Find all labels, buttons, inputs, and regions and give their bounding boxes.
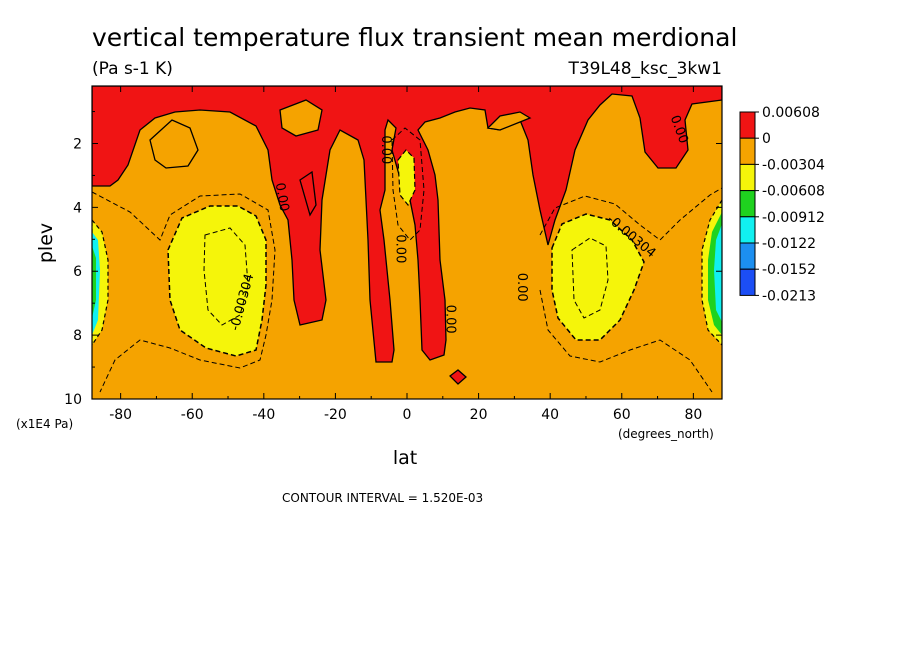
contour-label: 0.00 xyxy=(378,135,393,164)
contour-label: 0.00 xyxy=(442,305,457,334)
colorbar-label: 0.00608 xyxy=(762,105,820,121)
fill-yellow-equator-strip xyxy=(397,149,416,207)
run-label: T39L48_ksc_3kw1 xyxy=(567,59,722,79)
y-axis-title: plev xyxy=(35,223,57,263)
contour-interval-text: CONTOUR INTERVAL = 1.520E-03 xyxy=(282,491,483,505)
colorbar-label: -0.00304 xyxy=(762,157,825,173)
colorbar-label: -0.00608 xyxy=(762,184,825,200)
contour-line-south-inner xyxy=(203,227,249,326)
contour-label: 0.00 xyxy=(272,182,292,213)
contour-label: 0.00 xyxy=(392,234,407,263)
contour-line-north-inner xyxy=(571,237,609,319)
contour-line-north-lower xyxy=(539,289,713,393)
x-tick-label: 40 xyxy=(541,407,559,423)
dashed-contours xyxy=(92,127,722,393)
y-tick-label: 2 xyxy=(73,136,82,152)
x-tick-label: -80 xyxy=(109,407,132,423)
x-tick-label: -20 xyxy=(324,407,347,423)
contour-line-south-outer xyxy=(92,191,276,393)
contour-fill-area xyxy=(92,86,722,399)
fill-yellow-small-north xyxy=(618,254,640,272)
fill-red-diamond xyxy=(299,170,317,217)
fill-red-small-patch xyxy=(449,369,467,385)
fill-yellow-north-cell xyxy=(551,213,645,341)
colorbar-swatch xyxy=(739,216,756,244)
x-axis-ticks: -80 -60 -40 -20 0 20 40 60 80 xyxy=(109,86,702,423)
y-tick-label: 10 xyxy=(64,392,82,408)
x-tick-label: -40 xyxy=(252,407,275,423)
colorbar: 0.00608 0 -0.00304 -0.00608 -0.00912 -0.0122 -… xyxy=(739,105,825,304)
colorbar-label: -0.0213 xyxy=(762,288,816,304)
x-tick-label: 60 xyxy=(613,407,631,423)
x-axis-units: (degrees_north) xyxy=(618,427,714,441)
fill-red-upper-band xyxy=(92,86,722,363)
fill-orange-island-3 xyxy=(486,111,532,131)
colorbar-swatch xyxy=(739,190,756,218)
y-tick-label: 4 xyxy=(73,200,82,216)
chart-title: vertical temperature flux transient mean… xyxy=(92,23,737,52)
fill-orange-island-2 xyxy=(279,99,323,137)
colorbar-label: -0.0152 xyxy=(762,262,816,278)
colorbar-swatch xyxy=(739,268,756,296)
colorbar-label: -0.0122 xyxy=(762,236,816,252)
contour-line-equator xyxy=(391,127,425,241)
y-tick-label: 6 xyxy=(73,264,82,280)
colorbar-swatch xyxy=(739,137,756,165)
contour-line-north-outer xyxy=(539,187,722,241)
fill-south-polar-green xyxy=(92,246,96,318)
colorbar-swatch xyxy=(739,111,756,139)
fill-north-polar-cyan xyxy=(714,224,722,322)
fill-yellow-south-cell xyxy=(167,205,267,357)
fill-orange-island-1 xyxy=(149,119,199,169)
x-axis-title: lat xyxy=(393,447,417,469)
y-axis-ticks: 2 4 6 8 10 xyxy=(64,111,722,408)
colorbar-label: 0 xyxy=(762,131,771,147)
colorbar-swatch xyxy=(739,242,756,270)
colorbar-label: -0.00912 xyxy=(762,210,825,226)
units-label: (Pa s-1 K) xyxy=(92,59,173,79)
colorbar-swatch xyxy=(739,163,756,192)
x-tick-label: 0 xyxy=(403,407,412,423)
y-tick-label: 8 xyxy=(73,328,82,344)
x-tick-label: -60 xyxy=(181,407,204,423)
contour-label: 0.00 xyxy=(514,273,529,302)
x-tick-label: 20 xyxy=(470,407,488,423)
y-axis-units: (x1E4 Pa) xyxy=(16,417,73,431)
x-tick-label: 80 xyxy=(684,407,702,423)
